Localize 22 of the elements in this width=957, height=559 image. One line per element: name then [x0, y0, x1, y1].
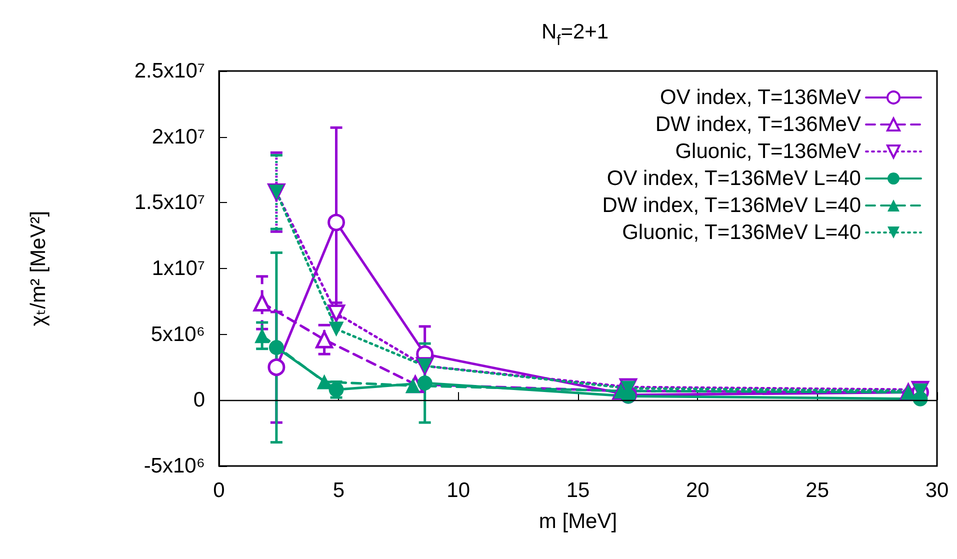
x-tick-label: 5 — [332, 479, 345, 502]
x-tick-label: 15 — [566, 479, 590, 502]
y-tick-label: 1x10⁷ — [152, 257, 205, 280]
x-tick-label: 20 — [686, 479, 710, 502]
legend-label: DW index, T=136MeV — [655, 113, 861, 136]
y-tick-label: 5x10⁶ — [150, 322, 205, 346]
x-tick-label: 30 — [925, 479, 949, 502]
x-tick-label: 25 — [806, 479, 830, 502]
x-axis-title: m [MeV] — [538, 510, 618, 533]
y-axis-title: χₜ/m² [MeV²] — [27, 210, 50, 326]
y-tick-label: -5x10⁶ — [144, 454, 205, 478]
legend-label: Gluonic, T=136MeV L=40 — [622, 221, 861, 244]
y-tick-label: 2.5x10⁷ — [134, 60, 205, 82]
y-tick-label: 1.5x10⁷ — [134, 191, 205, 214]
legend-label: Gluonic, T=136MeV — [675, 140, 861, 163]
y-tick-label: 0 — [193, 388, 205, 412]
legend-label: DW index, T=136MeV L=40 — [602, 194, 861, 217]
x-tick-label: 0 — [213, 479, 225, 502]
x-tick-label: 10 — [446, 479, 470, 502]
legend-label: OV index, T=136MeV L=40 — [606, 167, 861, 190]
legend-label: OV index, T=136MeV — [660, 86, 861, 109]
y-tick-label: 2x10⁷ — [152, 125, 205, 148]
